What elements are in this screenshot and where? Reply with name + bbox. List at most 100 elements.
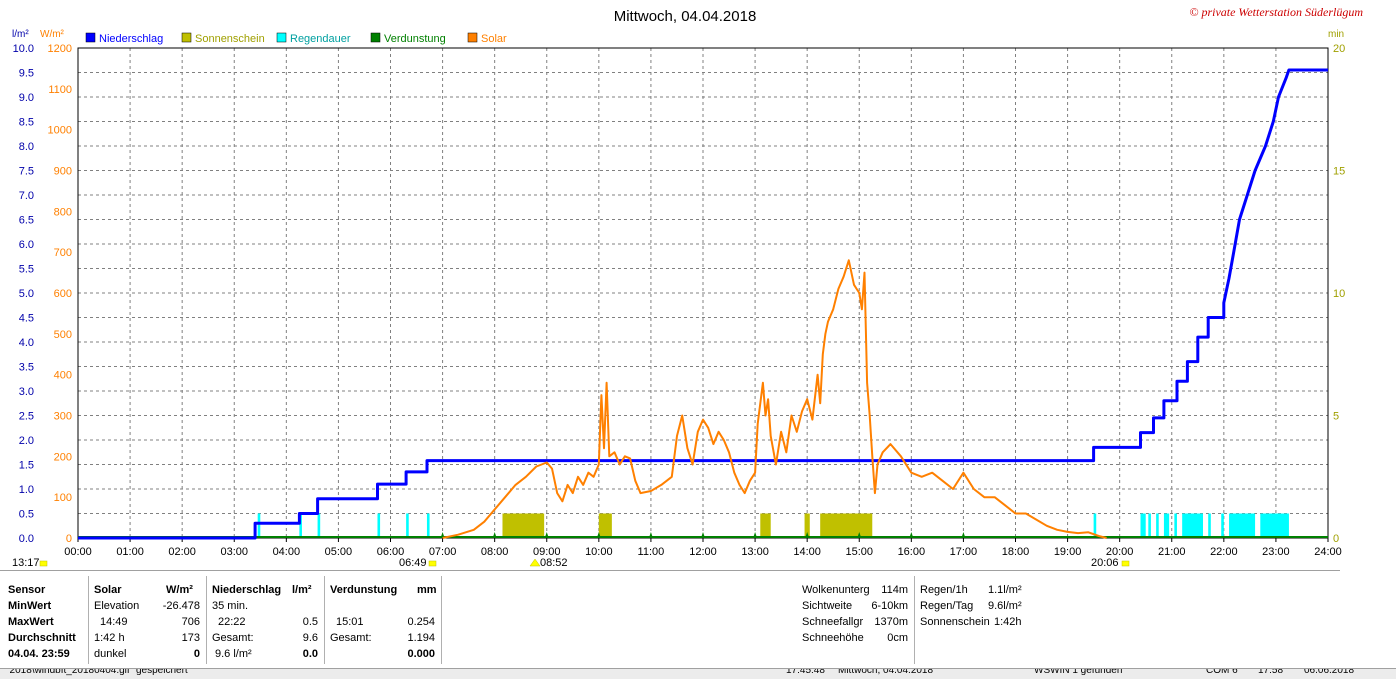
x-axis: 00:00 01:00 02:00 03:00 04:00 05:00 06:00 07:00… [64,538,1342,558]
cell-precip-b: 9.6 [302,632,318,644]
info-value: 114m [881,584,908,596]
row-label: MinWert [8,600,52,612]
y-axis-minutes: 20 15 10 5 0 [1333,43,1345,545]
status-time1: 17:45:48 [786,668,825,676]
marker-sunrise: 06:49 [399,557,427,569]
y-tick-label-precip: 10.0 [13,43,34,55]
status-time2: 17:58 [1258,668,1284,676]
status-date: Mittwoch, 04.04.2018 [838,668,934,676]
bar-regendauer [1221,513,1224,538]
status-file: "2018\windbft_20180404.gif" gespeichert [6,668,188,676]
y-axis-precip: 10.0 9.5 9.0 8.5 8.0 7.5 7.0 6.5 6.0 5.5 5.0 4.5 4.0… [13,43,34,545]
separator [324,576,325,664]
y-tick-label-precip: 3.0 [19,386,34,398]
info-value: 1370m [874,616,908,628]
info-value: 9.6l/m² [988,600,1022,612]
bar-regendauer [377,513,381,538]
y-tick-label-precip: 1.0 [19,484,34,496]
sun-marker-icon [39,560,48,567]
right-unit-min: min [1328,29,1344,40]
y-tick-label-solar: 100 [54,492,72,504]
y-tick-label-solar: 1000 [48,125,72,137]
cell-solar-a: 14:49 [100,616,128,628]
bar-regendauer [1093,513,1097,538]
marker-left-time: 13:17 [12,557,40,569]
y-tick-label-minutes: 10 [1333,288,1345,300]
y-tick-label-precip: 5.0 [19,288,34,300]
y-tick-label-minutes: 20 [1333,43,1345,55]
x-tick-label: 04:00 [273,546,301,558]
row-label: 04.04. 23:59 [8,648,70,660]
info-key: Sonnenschein [920,616,990,628]
bar-regendauer [1163,513,1170,538]
bar-regendauer [1140,513,1146,538]
y-tick-label-solar: 500 [54,329,72,341]
cell-evap-b: 0.000 [407,648,435,660]
cell-solar-b: 0 [193,648,200,660]
bar-regendauer [1148,513,1151,538]
y-tick-label-precip: 9.5 [19,68,34,80]
separator [441,576,442,664]
sunrise-icon [428,560,437,567]
info-key: Sichtweite [802,600,853,612]
bar-regendauer [299,513,302,538]
bar-regendauer [406,513,409,538]
bar-series [257,513,1289,538]
y-tick-label-precip: 8.5 [19,117,34,129]
y-tick-label-precip: 8.0 [19,141,34,153]
bar-regendauer [1174,513,1177,538]
x-tick-label: 16:00 [898,546,926,558]
sunset-icon [1121,560,1130,567]
info-key: Regen/1h [920,584,968,596]
legend-label: Sonnenschein [195,33,265,45]
separator [206,576,207,664]
cell-evap-a: 15:01 [336,616,364,628]
info-panel [0,570,1340,667]
info-key: Regen/Tag [920,600,974,612]
legend-swatch [276,32,287,43]
cell-solar-b: 706 [181,616,200,628]
y-tick-label-solar: 700 [54,247,72,259]
legend-swatch [181,32,192,43]
status-date2: 06.06.2018 [1304,668,1355,676]
cell-precip-b: 0.5 [302,616,318,628]
noon-arrow-icon [529,558,541,567]
y-tick-label-precip: 7.5 [19,166,34,178]
legend-label: Niederschlag [99,33,163,45]
legend-label: Regendauer [290,33,351,45]
cell-solar-b: -26.478 [162,600,200,612]
x-tick-label: 05:00 [325,546,353,558]
info-key: Schneefallgr [802,616,864,628]
header-solar: Solar [94,584,122,596]
extra-info-left: Wolkenunterg 114m Sichtweite 6-10km Schn… [802,584,912,654]
header-evap-unit: mm [417,584,437,596]
bar-regendauer [1156,513,1159,538]
y-tick-label-solar: 1200 [48,43,72,55]
y-tick-label-precip: 3.5 [19,362,34,374]
x-tick-label: 18:00 [1002,546,1030,558]
row-label: MaxWert [8,616,54,628]
status-wswin: WSWIN 1 gefunden [1034,668,1123,676]
y-tick-label-precip: 9.0 [19,92,34,104]
info-key: Schneehöhe [802,632,864,644]
grid-lines [78,48,1328,538]
x-tick-label: 00:00 [64,546,92,558]
info-value: 1.1l/m² [988,584,1022,596]
x-tick-label: 08:00 [481,546,509,558]
x-tick-label: 12:00 [689,546,717,558]
header-evap: Verdunstung [330,584,398,596]
x-tick-label: 23:00 [1262,546,1290,558]
line-niederschlag [78,68,1328,540]
bar-sonnenschein [598,513,612,538]
row-label: Durchschnitt [8,632,76,644]
x-tick-label: 20:00 [1106,546,1134,558]
header-solar-unit: W/m² [166,584,193,596]
x-tick-label: 15:00 [845,546,873,558]
separator [88,576,89,664]
cell-solar-a: Elevation [94,600,140,612]
y-tick-label-minutes: 0 [1333,533,1339,545]
legend: Niederschlag Sonnenschein Regendauer Verdun… [85,32,507,45]
status-com: COM 6 [1206,668,1238,676]
y-tick-label-solar: 600 [54,288,72,300]
x-tick-label: 13:00 [741,546,769,558]
